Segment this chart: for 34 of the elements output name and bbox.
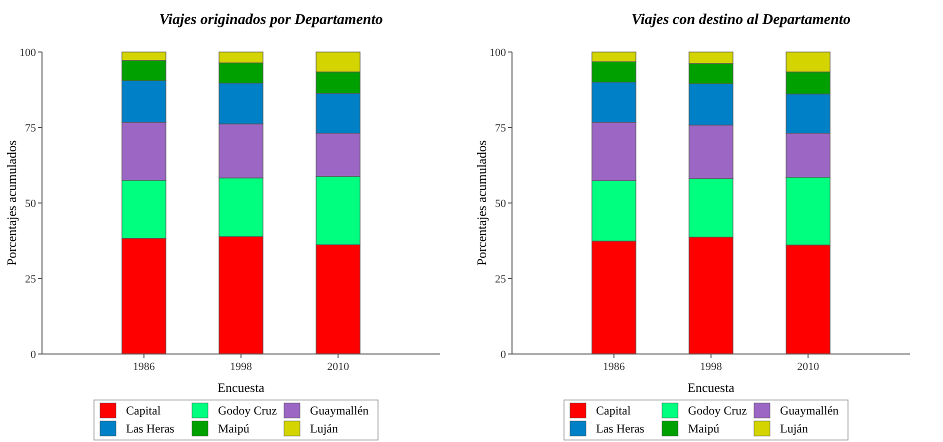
x-tick-label: 1986	[602, 361, 626, 373]
x-axis-title: Encuesta	[218, 380, 265, 395]
legend-label: Las Heras	[596, 422, 645, 436]
legend-label: Luján	[780, 422, 808, 436]
chart-title: Viajes originados por Departamento	[159, 12, 383, 28]
y-tick-label: 75	[25, 122, 36, 134]
y-tick-label: 25	[495, 273, 506, 286]
y-axis-title: Porcentajes acumulados	[4, 140, 19, 266]
chart-title: Viajes con destino al Departamento	[631, 12, 851, 28]
legend-label: Godoy Cruz	[688, 404, 747, 418]
x-tick-label: 1998	[230, 361, 252, 373]
legend-label: Maipú	[218, 422, 250, 436]
y-tick-label: 100	[490, 46, 506, 59]
x-axis-title: Encuesta	[688, 380, 735, 395]
y-tick-label: 0	[500, 348, 506, 361]
legend-label: Las Heras	[126, 422, 175, 436]
legend-label: Maipú	[688, 422, 720, 436]
legend-label: Guaymallén	[310, 404, 369, 418]
legend-label: Capital	[126, 404, 162, 418]
x-tick-label: 2010	[327, 361, 350, 373]
y-axis-title: Porcentajes acumulados	[474, 140, 489, 266]
y-tick-label: 0	[30, 348, 36, 361]
legend-label: Luján	[310, 422, 338, 436]
legend-label: Guaymallén	[780, 404, 839, 418]
legend-label: Capital	[596, 404, 632, 418]
y-tick-label: 75	[495, 122, 506, 134]
y-tick-label: 25	[25, 273, 36, 286]
x-tick-label: 1986	[132, 361, 156, 373]
y-tick-label: 100	[20, 46, 36, 59]
x-tick-label: 2010	[797, 361, 820, 373]
y-tick-label: 50	[495, 198, 506, 210]
y-tick-label: 50	[25, 198, 36, 210]
legend-label: Godoy Cruz	[218, 404, 277, 418]
x-tick-label: 1998	[700, 361, 722, 373]
